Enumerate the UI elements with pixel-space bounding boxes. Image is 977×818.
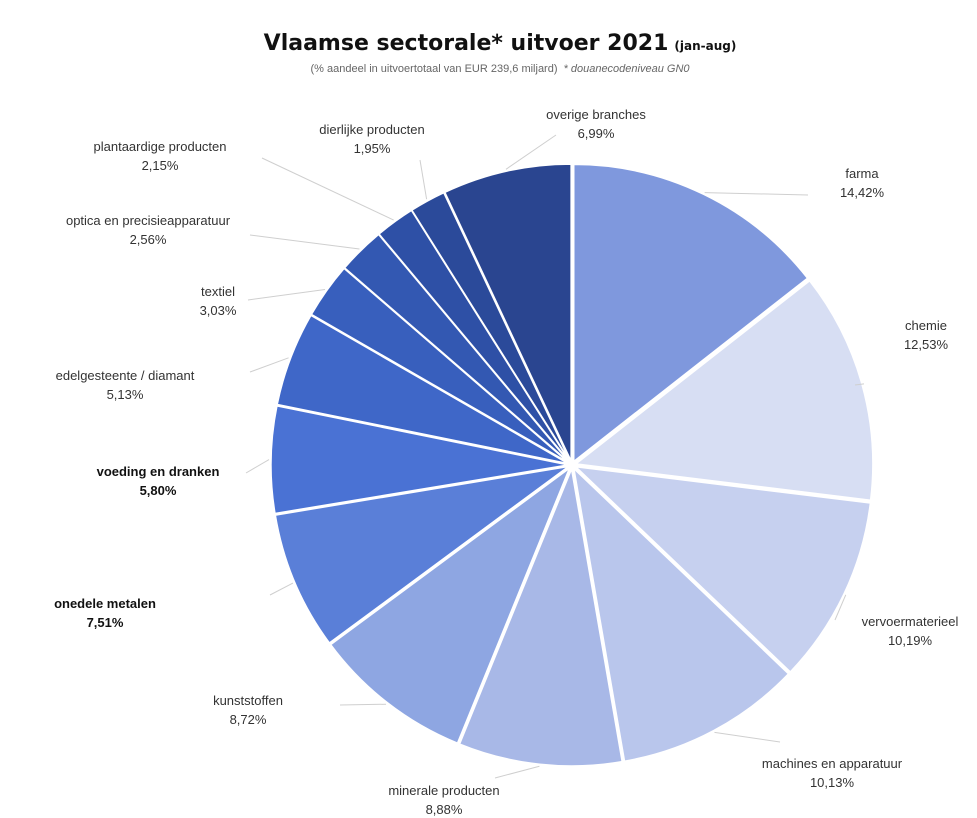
chart-subtitle: (% aandeel in uitvoertotaal van EUR 239,…: [310, 63, 690, 75]
pie-slice-machines-en-apparatuur: [572, 466, 790, 763]
chart-title-suffix: (jan-aug): [674, 39, 736, 53]
pie-slices: [270, 163, 874, 767]
pie-slice-minerale-producten: [458, 466, 624, 767]
slice-value-label: 1,95%: [354, 141, 391, 156]
pie-slice-dierlijke-producten: [410, 191, 571, 462]
slice-label: edelgesteente / diamant: [56, 368, 195, 383]
slice-value-label: 5,80%: [140, 483, 177, 498]
slice-label: optica en precisieapparatuur: [66, 213, 231, 228]
leader-line: [834, 594, 847, 621]
leader-line: [505, 134, 557, 170]
slice-label: farma: [845, 166, 879, 181]
slice-label: vervoermaterieel: [862, 614, 959, 629]
slice-value-label: 5,13%: [107, 387, 144, 402]
leader-line: [419, 159, 428, 200]
leader-line: [245, 459, 270, 474]
leader-line: [249, 357, 289, 373]
leader-line: [494, 765, 540, 779]
pie-slice-edelgesteente-diamant: [276, 314, 569, 465]
slice-label: minerale producten: [388, 783, 499, 798]
slice-value-label: 8,72%: [230, 712, 267, 727]
chart-title: Vlaamse sectorale* uitvoer 2021 (jan-aug): [264, 31, 737, 56]
pie-slice-overige-branches: [443, 163, 572, 462]
slice-value-label: 8,88%: [426, 802, 463, 817]
slice-value-label: 10,13%: [810, 775, 855, 790]
pie-slice-vervoermaterieel: [573, 465, 872, 674]
chart-subtitle-note: * douanecodeniveau GN0: [564, 63, 691, 75]
slice-label: voeding en dranken: [97, 464, 220, 479]
slice-value-label: 12,53%: [904, 337, 949, 352]
pie-slice-onedele-metalen: [274, 465, 569, 645]
slice-label: machines en apparatuur: [762, 756, 903, 771]
pie-labels: farma 14,42% chemie 12,53% vervoermaterieel 1…: [54, 107, 958, 817]
slice-label: kunststoffen: [213, 693, 283, 708]
slice-label: onedele metalen: [54, 596, 156, 611]
pie-slice-kunststoffen: [329, 465, 572, 745]
leader-line: [704, 192, 809, 196]
slice-label: plantaardige producten: [94, 139, 227, 154]
slice-value-label: 14,42%: [840, 185, 885, 200]
slice-value-label: 2,15%: [142, 158, 179, 173]
slice-label: textiel: [201, 284, 235, 299]
slice-value-label: 10,19%: [888, 633, 933, 648]
slice-value-label: 3,03%: [200, 303, 237, 318]
leader-line: [854, 383, 865, 386]
slice-value-label: 6,99%: [578, 126, 615, 141]
pie-slice-voeding-en-dranken: [270, 404, 569, 515]
chart-title-main: Vlaamse sectorale* uitvoer 2021: [264, 31, 669, 56]
leader-line: [714, 731, 781, 743]
slice-label: dierlijke producten: [319, 122, 425, 137]
leader-line: [261, 157, 394, 221]
leader-line: [339, 703, 387, 706]
leader-line: [269, 582, 294, 596]
slice-label: overige branches: [546, 107, 646, 122]
pie-slice-farma: [573, 163, 809, 463]
leader-line: [247, 288, 326, 301]
slice-value-label: 7,51%: [87, 615, 124, 630]
chart-subtitle-main: (% aandeel in uitvoertotaal van EUR 239,…: [310, 63, 557, 75]
slice-value-label: 2,56%: [130, 232, 167, 247]
leader-line: [249, 234, 360, 250]
slice-label: chemie: [905, 318, 947, 333]
